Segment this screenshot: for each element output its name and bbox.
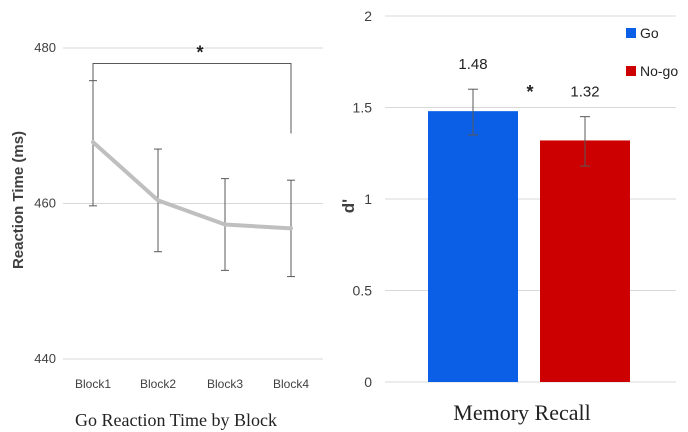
legend-label: Go — [640, 25, 659, 41]
left-significance-star: * — [196, 43, 203, 63]
right-data-labels: 1.48 1.32 — [458, 56, 599, 100]
left-x-tick-labels: Block1 Block2 Block3 Block4 — [75, 377, 309, 391]
right-legend: Go No-go — [626, 25, 678, 79]
bar-go — [428, 111, 518, 382]
legend-swatch — [626, 28, 636, 38]
right-x-axis-label: Memory Recall — [453, 400, 590, 425]
right-data-label: 1.48 — [458, 56, 487, 73]
left-significance-bracket: * — [92, 43, 292, 134]
left-x-axis-label: Go Reaction Time by Block — [75, 410, 277, 430]
left-significance-line — [92, 63, 292, 134]
left-y-axis-label: Reaction Time (ms) — [10, 131, 27, 269]
left-x-tick: Block1 — [75, 377, 111, 391]
left-x-tick: Block3 — [207, 377, 243, 391]
left-y-tick: 480 — [34, 40, 56, 55]
legend-label: No-go — [640, 63, 678, 79]
right-y-axis-label: d' — [339, 199, 358, 213]
right-error-bars — [468, 88, 590, 167]
right-y-tick: 0.5 — [353, 283, 373, 299]
left-y-tick: 440 — [34, 351, 56, 366]
right-y-tick-labels: 0 0.5 1 1.5 2 — [353, 8, 373, 390]
right-y-tick: 1.5 — [353, 100, 373, 116]
left-x-tick: Block4 — [273, 377, 309, 391]
left-x-tick: Block2 — [140, 377, 176, 391]
reaction-time-line-chart: 440 460 480 * Block1 Block2 Block3 Block4 Rea… — [10, 40, 323, 430]
right-significance-star: * — [526, 82, 533, 102]
left-series-line-path — [91, 140, 293, 231]
right-y-tick: 0 — [364, 374, 372, 390]
right-y-tick: 1 — [364, 191, 372, 207]
left-error-bars — [89, 80, 295, 278]
legend-swatch — [626, 66, 636, 76]
left-y-tick-labels: 440 460 480 — [34, 40, 56, 366]
left-series-line — [91, 140, 293, 231]
left-y-tick: 460 — [34, 196, 56, 211]
right-data-label: 1.32 — [570, 84, 599, 101]
right-bars — [428, 111, 630, 382]
left-gridlines — [63, 47, 323, 360]
memory-recall-bar-chart: 0 0.5 1 1.5 2 1.48 1.32 * d' Memory Recall Go… — [339, 8, 678, 425]
bar-no-go — [540, 140, 630, 382]
right-y-tick: 2 — [364, 8, 372, 24]
